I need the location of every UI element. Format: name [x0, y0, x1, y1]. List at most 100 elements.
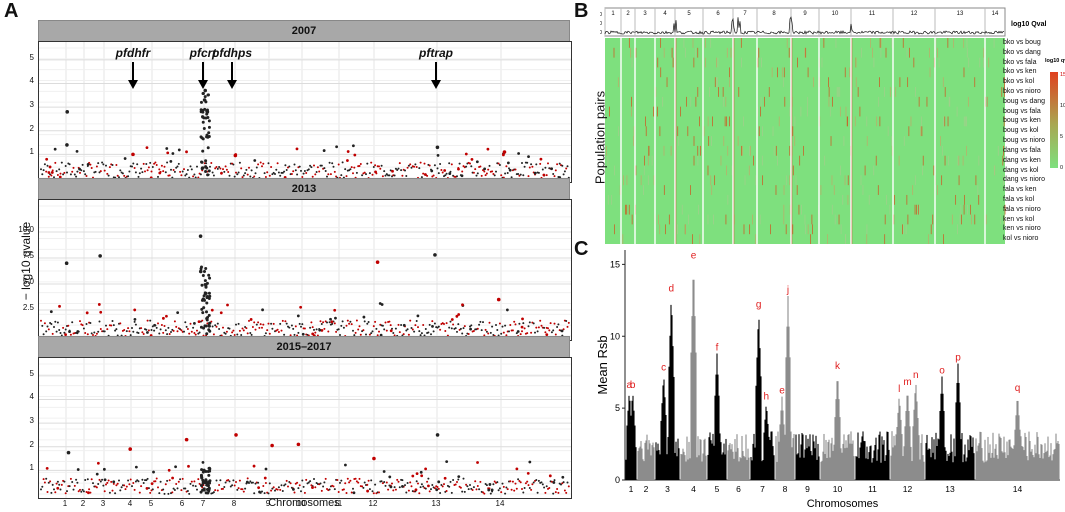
data-point: [219, 479, 222, 482]
data-point: [456, 330, 458, 333]
data-point: [58, 483, 61, 486]
data-point: [462, 165, 465, 168]
data-point: [267, 322, 270, 325]
data-point: [505, 334, 508, 337]
data-point: [474, 480, 477, 483]
data-point: [283, 170, 286, 173]
ytick-label: 5: [29, 52, 34, 62]
rsb-peak-label: e: [779, 386, 785, 397]
heat-cell: [985, 214, 987, 225]
heat-cell: [876, 116, 878, 127]
data-point: [185, 325, 188, 328]
heat-cell: [845, 234, 847, 244]
heat-cell: [821, 57, 823, 68]
data-point: [414, 163, 417, 166]
data-point: [483, 170, 486, 173]
peak-point: [203, 88, 208, 93]
data-point: [120, 486, 123, 489]
heat-cell: [957, 155, 959, 166]
heat-cell: [902, 224, 903, 235]
data-point: [470, 324, 473, 327]
data-point: [88, 488, 91, 491]
data-point: [40, 168, 42, 171]
heat-cell: [794, 136, 796, 146]
facet-2: 2015–2017 1 2 3 4 5 1 2 3 4 5 6 7 8 9 10 11 12 13 14: [30, 336, 572, 508]
data-point: [112, 482, 115, 485]
data-point: [258, 326, 261, 329]
data-point: [220, 171, 223, 175]
data-point: [301, 479, 304, 482]
data-point: [335, 175, 338, 178]
data-point: [367, 479, 370, 482]
data-point: [137, 175, 140, 178]
data-point: [397, 167, 400, 170]
data-point: [550, 167, 553, 171]
heat-cell: [733, 214, 735, 225]
data-point: [205, 166, 209, 170]
data-point: [207, 273, 211, 277]
heat-cell: [697, 87, 699, 97]
heat-cell: [891, 38, 893, 48]
heat-cell: [762, 126, 763, 137]
data-point: [154, 161, 157, 164]
data-point: [348, 322, 351, 325]
data-point: [418, 492, 421, 495]
data-point: [257, 321, 260, 324]
data-point: [349, 168, 352, 171]
data-point: [206, 322, 209, 325]
data-point: [157, 175, 159, 178]
data-point: [264, 176, 267, 179]
heat-cell: [812, 224, 813, 235]
xtick-chromosome: 10: [296, 499, 306, 508]
data-point: [381, 175, 384, 178]
data-point: [97, 330, 100, 333]
data-point: [332, 165, 335, 168]
heat-cell: [879, 38, 881, 48]
heat-chrom-label: 3: [643, 11, 647, 17]
data-point: [354, 477, 357, 480]
data-point: [170, 168, 172, 171]
data-point: [440, 168, 443, 171]
data-point: [290, 324, 293, 327]
data-point: [479, 165, 482, 168]
data-point: [196, 488, 198, 491]
data-point: [141, 171, 144, 174]
data-point: [389, 485, 393, 489]
data-point: [54, 320, 57, 323]
data-point: [124, 488, 127, 491]
data-point: [498, 164, 501, 167]
heat-row-label: bko vs boug: [1003, 39, 1041, 46]
heat-cell: [633, 136, 635, 146]
data-point: [244, 172, 247, 175]
data-point: [484, 482, 487, 485]
data-point: [201, 120, 205, 124]
data-point: [255, 323, 258, 326]
data-point: [449, 480, 452, 483]
heat-cell: [823, 38, 825, 48]
data-point: [428, 164, 431, 167]
heat-cell: [628, 38, 630, 48]
heat-cell: [828, 87, 830, 97]
data-point: [72, 166, 75, 169]
data-point: [111, 320, 114, 323]
data-point: [192, 175, 195, 178]
track-ytick: 20: [600, 21, 602, 27]
data-point: [452, 323, 455, 326]
data-point: [46, 325, 49, 328]
gene-label-pfcrt: pfcrt: [189, 46, 217, 60]
data-point: [449, 320, 452, 323]
rsb-peak-label: a: [627, 380, 633, 391]
data-point: [405, 491, 408, 494]
data-point: [428, 323, 431, 326]
peak-point: [198, 234, 203, 238]
data-point: [232, 329, 235, 332]
data-point: [201, 137, 205, 141]
data-point: [439, 328, 442, 331]
data-point: [554, 491, 557, 494]
heat-cell: [686, 96, 687, 107]
data-point: [211, 171, 214, 174]
heat-cell: [938, 57, 940, 68]
data-point: [208, 467, 212, 471]
heat-cell: [855, 57, 857, 68]
data-point: [155, 164, 158, 167]
